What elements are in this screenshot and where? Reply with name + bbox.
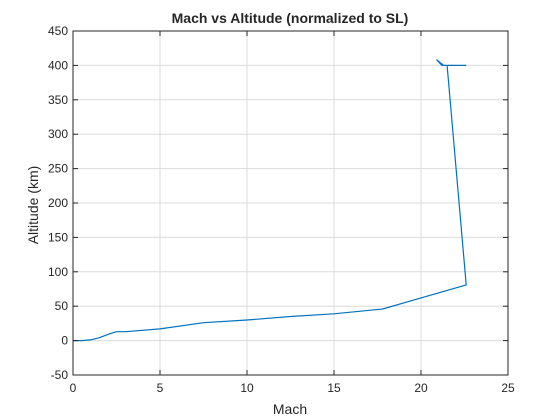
y-tick-label: 150 (48, 230, 68, 244)
x-tick-label: 25 (501, 381, 515, 395)
y-tick-label: 50 (55, 299, 69, 313)
x-tick-label: 20 (414, 381, 428, 395)
x-tick-label: 10 (240, 381, 254, 395)
x-axis-label: Mach (273, 401, 307, 417)
series-layer (73, 59, 467, 342)
x-tick-label: 15 (327, 381, 341, 395)
x-tick-label: 5 (157, 381, 164, 395)
y-tick-label: 400 (48, 58, 68, 72)
y-tick-label: 350 (48, 93, 68, 107)
y-tick-label: 300 (48, 127, 68, 141)
x-tick-label: 0 (70, 381, 77, 395)
y-tick-label: 100 (48, 265, 68, 279)
chart-title: Mach vs Altitude (normalized to SL) (172, 10, 409, 26)
series-line (73, 59, 467, 342)
y-axis-label: Altitude (km) (25, 166, 41, 245)
y-tick-label: 200 (48, 196, 68, 210)
y-tick-label: 250 (48, 162, 68, 176)
y-tick-label: 450 (48, 24, 68, 38)
y-tick-label: -50 (51, 368, 69, 382)
y-tick-label: 0 (61, 334, 68, 348)
